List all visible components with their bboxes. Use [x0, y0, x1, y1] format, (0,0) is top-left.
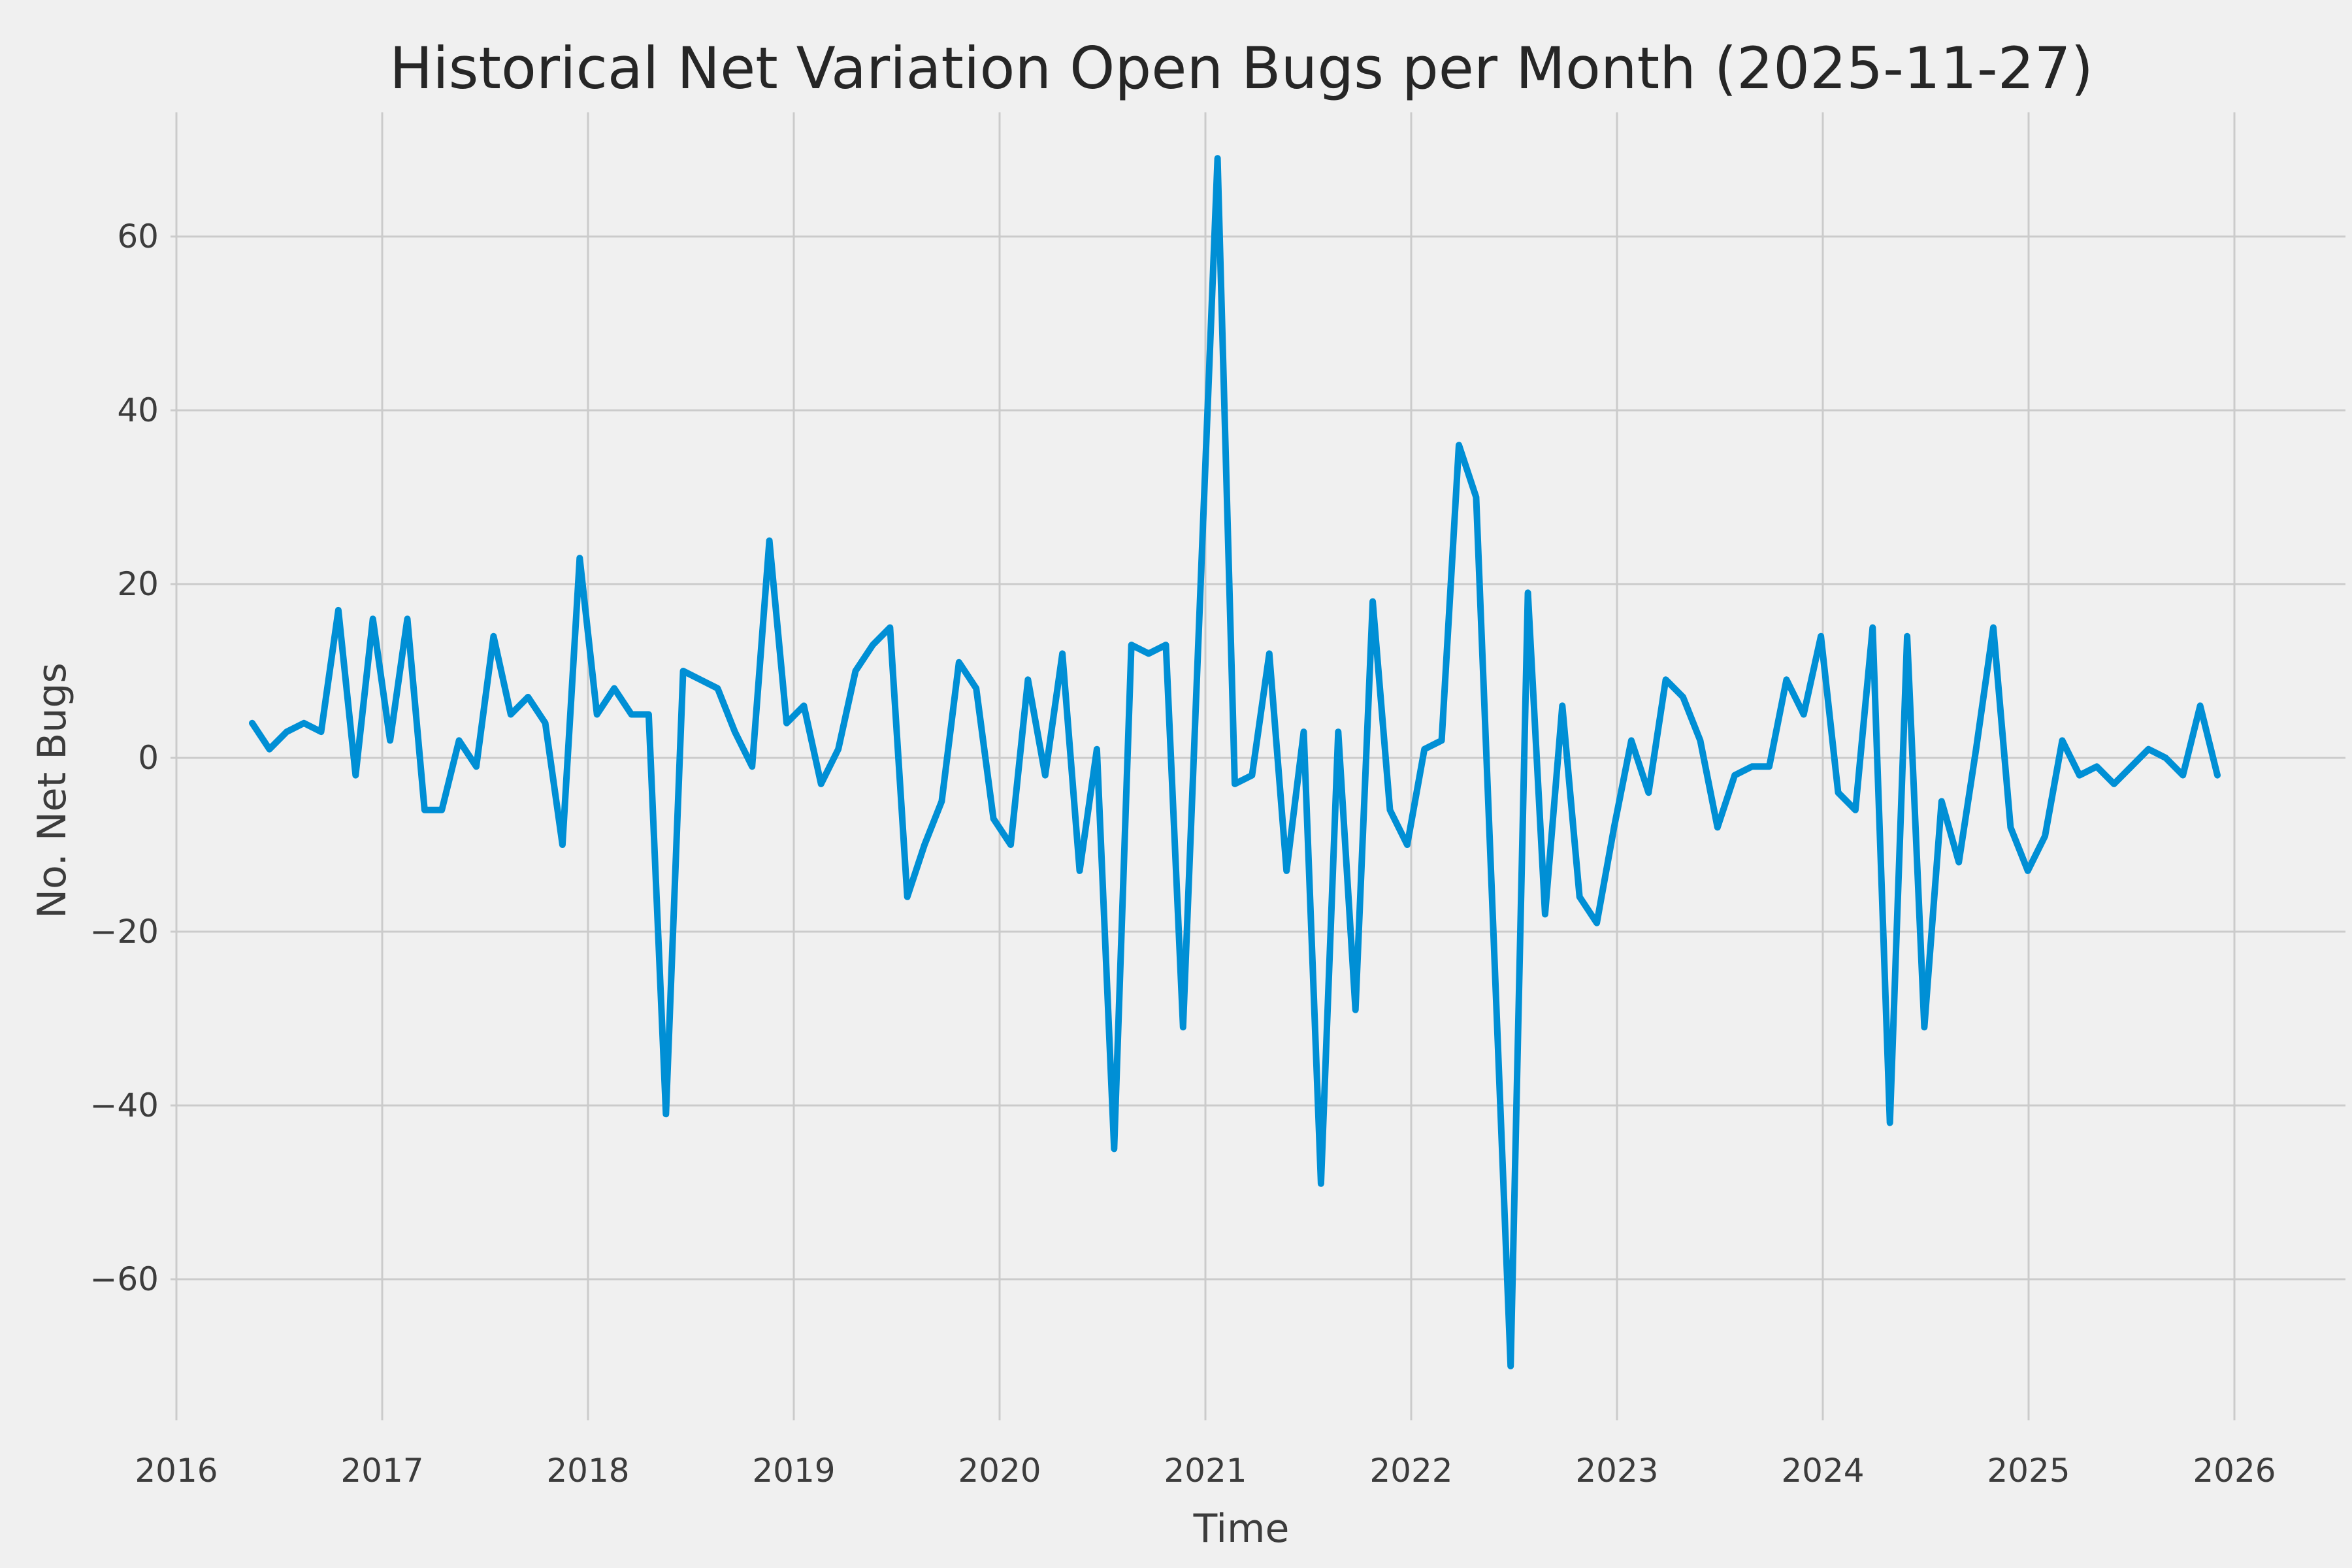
- vertical-gridlines: [175, 112, 2236, 1420]
- y-tick-label--40: −40: [90, 1086, 159, 1124]
- y-tick-label--60: −60: [90, 1260, 159, 1298]
- y-tick-labels: 60 40 20 0 −20 −40 −60: [90, 218, 159, 1298]
- data-series-line: [249, 155, 2221, 1369]
- x-tick-label-2025: 2025: [1987, 1452, 2070, 1490]
- horizontal-gridlines: [171, 235, 2345, 1281]
- x-tick-label-2023: 2023: [1575, 1452, 1658, 1490]
- y-tick-label-60: 60: [117, 218, 159, 255]
- x-tick-label-2022: 2022: [1369, 1452, 1452, 1490]
- x-tick-label-2017: 2017: [340, 1452, 423, 1490]
- x-tick-labels: 2016 2017 2018 2019 2020 2021 2022 2023 2024 2025…: [135, 1452, 2276, 1490]
- y-tick-label--20: −20: [90, 913, 159, 951]
- x-tick-label-2016: 2016: [135, 1452, 218, 1490]
- y-axis-label: No. Net Bugs: [29, 662, 75, 919]
- chart-title: Historical Net Variation Open Bugs per M…: [389, 35, 2093, 102]
- x-tick-label-2020: 2020: [958, 1452, 1041, 1490]
- x-axis-label: Time: [1193, 1506, 1290, 1552]
- x-tick-label-2018: 2018: [546, 1452, 629, 1490]
- x-tick-label-2019: 2019: [752, 1452, 835, 1490]
- y-tick-label-40: 40: [117, 391, 159, 429]
- y-tick-label-20: 20: [117, 565, 159, 603]
- x-tick-label-2024: 2024: [1781, 1452, 1864, 1490]
- x-tick-label-2026: 2026: [2193, 1452, 2276, 1490]
- x-tick-label-2021: 2021: [1164, 1452, 1247, 1490]
- y-tick-label-0: 0: [138, 739, 159, 777]
- plot-area: [171, 112, 2345, 1420]
